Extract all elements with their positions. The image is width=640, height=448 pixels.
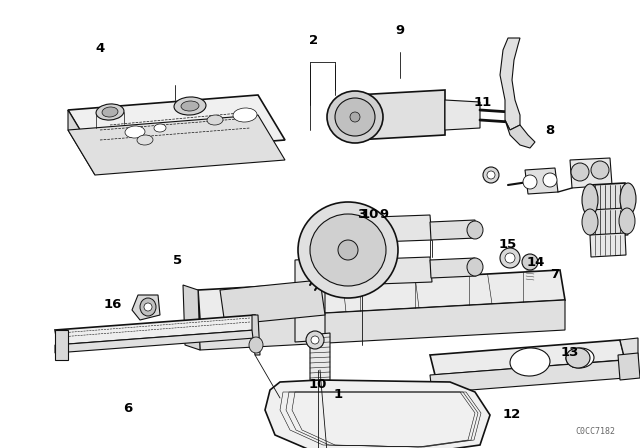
Ellipse shape [233,108,257,122]
Text: 5: 5 [173,254,182,267]
Text: 9: 9 [380,208,388,221]
Polygon shape [55,315,258,345]
Polygon shape [348,257,432,285]
Text: 14: 14 [527,255,545,268]
Ellipse shape [500,248,520,268]
Ellipse shape [249,337,263,353]
Ellipse shape [327,91,383,143]
Ellipse shape [620,183,636,215]
Text: 1: 1 [333,388,342,401]
Ellipse shape [207,115,223,125]
Polygon shape [445,100,480,130]
Ellipse shape [582,209,598,235]
Ellipse shape [306,331,324,349]
Ellipse shape [487,171,495,179]
Text: 12: 12 [503,409,521,422]
Text: 13: 13 [561,346,579,359]
Polygon shape [55,330,68,360]
Polygon shape [348,215,432,243]
Ellipse shape [566,348,594,368]
Polygon shape [430,220,476,240]
Ellipse shape [467,221,483,239]
Polygon shape [525,168,558,194]
Ellipse shape [523,175,537,189]
Polygon shape [570,158,612,188]
Polygon shape [310,333,330,382]
Ellipse shape [522,254,538,270]
Polygon shape [355,90,445,140]
Polygon shape [590,233,626,257]
Text: 4: 4 [95,42,104,55]
Polygon shape [590,183,630,217]
Text: 8: 8 [545,124,555,137]
Polygon shape [198,300,565,350]
Polygon shape [68,110,95,175]
Polygon shape [265,380,490,448]
Ellipse shape [310,214,386,286]
Text: 3: 3 [357,208,367,221]
Ellipse shape [566,348,590,368]
Text: 6: 6 [124,401,132,414]
Polygon shape [198,270,565,320]
Ellipse shape [582,184,598,216]
Polygon shape [618,353,640,380]
Text: 11: 11 [474,96,492,109]
Ellipse shape [543,173,557,187]
Polygon shape [620,338,638,360]
Polygon shape [430,360,625,393]
Ellipse shape [125,126,145,138]
Ellipse shape [174,97,206,115]
Text: 2: 2 [309,34,319,47]
Polygon shape [68,95,285,155]
Ellipse shape [510,348,550,376]
Polygon shape [183,285,200,350]
Text: 10: 10 [361,208,379,221]
Ellipse shape [571,163,589,181]
Text: 9: 9 [396,23,404,36]
Polygon shape [430,340,625,375]
Polygon shape [132,295,160,320]
Polygon shape [252,315,260,355]
Text: 7: 7 [550,268,559,281]
Polygon shape [430,258,476,278]
Ellipse shape [483,167,499,183]
Ellipse shape [505,253,515,263]
Ellipse shape [102,107,118,117]
Ellipse shape [311,336,319,344]
Text: 16: 16 [104,298,122,311]
Ellipse shape [467,258,483,276]
Polygon shape [505,120,535,148]
Polygon shape [295,258,325,342]
Text: 10: 10 [309,379,327,392]
Ellipse shape [298,202,398,298]
Ellipse shape [591,161,609,179]
Ellipse shape [335,98,375,136]
Text: 15: 15 [499,238,517,251]
Ellipse shape [181,101,199,111]
Text: C0CC7182: C0CC7182 [575,427,615,436]
Polygon shape [590,208,628,237]
Ellipse shape [338,240,358,260]
Polygon shape [500,38,520,130]
Ellipse shape [144,303,152,311]
Polygon shape [68,115,285,175]
Ellipse shape [96,104,124,120]
Polygon shape [220,280,325,325]
Ellipse shape [137,135,153,145]
Ellipse shape [154,124,166,132]
Polygon shape [55,330,255,353]
Ellipse shape [140,298,156,316]
Ellipse shape [350,112,360,122]
Ellipse shape [619,208,635,234]
